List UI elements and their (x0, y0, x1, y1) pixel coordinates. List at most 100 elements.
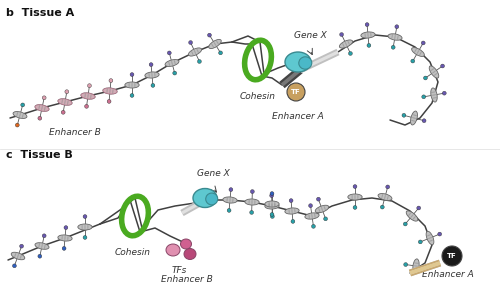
Circle shape (287, 83, 305, 101)
Ellipse shape (426, 234, 432, 237)
Ellipse shape (414, 48, 417, 53)
Ellipse shape (145, 72, 159, 78)
Ellipse shape (315, 205, 329, 213)
Ellipse shape (106, 88, 108, 93)
Circle shape (42, 96, 46, 100)
Circle shape (42, 234, 46, 238)
Ellipse shape (58, 99, 72, 105)
Ellipse shape (35, 105, 49, 111)
Text: Enhancer A: Enhancer A (272, 112, 324, 121)
Circle shape (38, 116, 42, 120)
Circle shape (62, 110, 65, 114)
Ellipse shape (226, 197, 228, 202)
Text: c  Tissue B: c Tissue B (6, 150, 73, 160)
Circle shape (386, 185, 390, 189)
Circle shape (173, 71, 176, 75)
Ellipse shape (84, 93, 86, 98)
Ellipse shape (378, 194, 392, 201)
Circle shape (348, 52, 352, 55)
Ellipse shape (58, 99, 72, 105)
Ellipse shape (184, 248, 196, 260)
Circle shape (270, 213, 274, 216)
Ellipse shape (392, 34, 393, 39)
Text: TF: TF (447, 253, 457, 259)
Ellipse shape (318, 208, 320, 213)
Ellipse shape (384, 194, 386, 199)
Ellipse shape (265, 203, 279, 209)
Ellipse shape (382, 194, 383, 199)
Ellipse shape (196, 48, 199, 53)
Ellipse shape (274, 203, 276, 208)
Text: TF: TF (291, 89, 301, 95)
Ellipse shape (434, 73, 438, 76)
Ellipse shape (81, 93, 95, 99)
Text: Enhancer B: Enhancer B (49, 128, 101, 137)
Ellipse shape (354, 194, 356, 200)
Ellipse shape (90, 94, 92, 99)
Text: Gene X: Gene X (196, 169, 230, 178)
Text: b  Tissue A: b Tissue A (6, 8, 74, 18)
Circle shape (107, 100, 111, 103)
Ellipse shape (22, 113, 24, 118)
Circle shape (84, 105, 88, 108)
Circle shape (20, 244, 24, 248)
Ellipse shape (410, 111, 418, 125)
Circle shape (308, 204, 312, 208)
Ellipse shape (211, 43, 214, 48)
Ellipse shape (248, 199, 250, 204)
Ellipse shape (340, 40, 352, 48)
Circle shape (16, 123, 19, 127)
Circle shape (21, 103, 24, 107)
Ellipse shape (426, 231, 434, 245)
Ellipse shape (214, 42, 216, 46)
Ellipse shape (294, 208, 296, 213)
Circle shape (312, 225, 316, 228)
Ellipse shape (81, 93, 95, 99)
Ellipse shape (254, 199, 256, 205)
Ellipse shape (388, 34, 402, 40)
Ellipse shape (11, 252, 25, 260)
Ellipse shape (274, 201, 276, 207)
Ellipse shape (416, 50, 420, 54)
Ellipse shape (314, 213, 316, 218)
Ellipse shape (194, 50, 196, 54)
Ellipse shape (419, 51, 422, 56)
Circle shape (270, 194, 274, 197)
Circle shape (130, 93, 134, 97)
Ellipse shape (20, 255, 22, 260)
Circle shape (380, 205, 384, 209)
Ellipse shape (348, 194, 362, 200)
Circle shape (168, 51, 171, 55)
Circle shape (316, 197, 320, 201)
Circle shape (324, 217, 328, 221)
Ellipse shape (412, 114, 418, 116)
Circle shape (411, 59, 414, 63)
Ellipse shape (171, 60, 173, 65)
Ellipse shape (430, 68, 434, 71)
Text: Gene X: Gene X (294, 31, 326, 40)
Ellipse shape (268, 204, 270, 209)
Ellipse shape (168, 61, 170, 66)
Ellipse shape (285, 52, 311, 72)
Ellipse shape (431, 88, 437, 102)
Ellipse shape (345, 42, 347, 46)
Circle shape (270, 192, 274, 195)
Ellipse shape (125, 82, 139, 88)
Ellipse shape (348, 40, 350, 45)
Text: Enhancer B: Enhancer B (161, 275, 213, 284)
Circle shape (227, 208, 231, 212)
Ellipse shape (16, 112, 18, 117)
Circle shape (395, 25, 398, 29)
Ellipse shape (308, 214, 310, 219)
Ellipse shape (432, 97, 437, 99)
Circle shape (291, 220, 295, 223)
Ellipse shape (165, 60, 179, 67)
Ellipse shape (188, 48, 202, 56)
Ellipse shape (174, 60, 176, 65)
Ellipse shape (193, 189, 217, 208)
Circle shape (424, 76, 428, 80)
Circle shape (83, 236, 87, 239)
Ellipse shape (38, 243, 40, 248)
Ellipse shape (364, 33, 366, 38)
Circle shape (340, 33, 344, 36)
